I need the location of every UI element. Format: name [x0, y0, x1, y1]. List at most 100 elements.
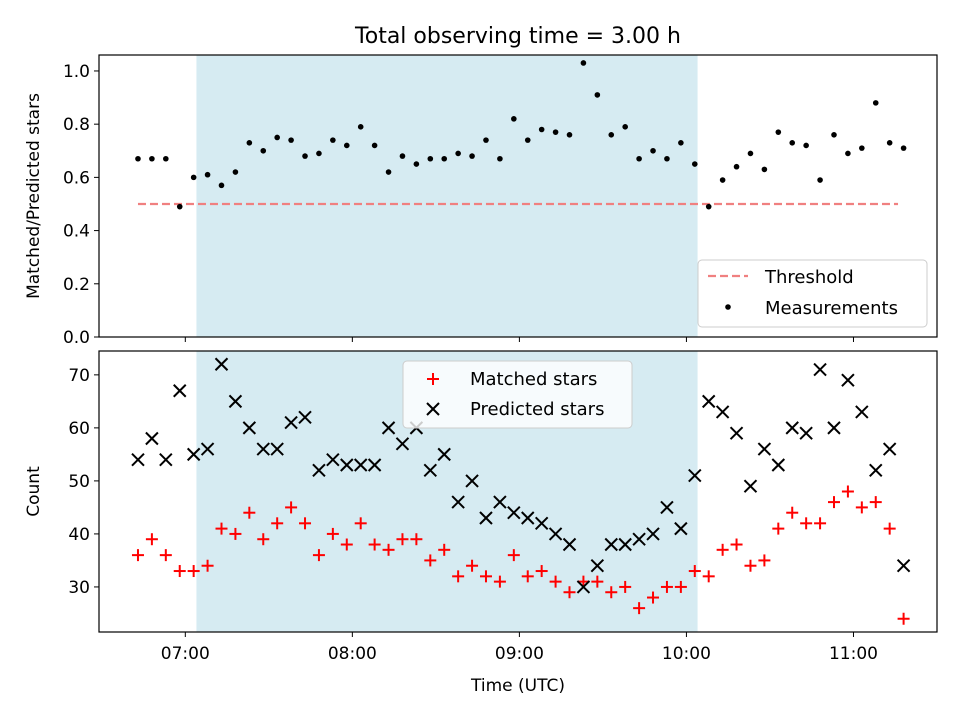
predicted-star-point-b	[159, 452, 173, 467]
x-tick-label: 11:00	[829, 644, 878, 664]
predicted-star-point	[534, 516, 549, 531]
predicted-star-point	[841, 373, 855, 387]
ratio-y-tick-label: 0.2	[63, 275, 90, 295]
legend-predicted-x-b	[426, 402, 440, 416]
matched-star-point	[285, 501, 298, 514]
matched-star-point	[730, 538, 743, 551]
predicted-star-point	[785, 421, 799, 435]
matched-star-point	[521, 570, 534, 583]
matched-star-point	[827, 496, 840, 509]
predicted-star-point	[340, 458, 354, 472]
measurement-point	[163, 155, 169, 162]
predicted-star-point-b	[869, 463, 883, 477]
predicted-star-point-b	[256, 442, 270, 456]
matched-star-point	[243, 506, 256, 519]
predicted-star-point	[618, 537, 632, 552]
counts-y-tick-label: 60	[68, 419, 90, 439]
predicted-star-point	[604, 537, 618, 552]
measurement-point	[330, 137, 336, 143]
matched-star-point	[702, 570, 715, 583]
matched-star-point	[299, 517, 312, 530]
predicted-star-point-b	[562, 537, 577, 552]
measurement-point	[343, 142, 350, 149]
ratio-highlight-span	[196, 55, 698, 337]
predicted-star-point-b	[270, 442, 284, 456]
matched-star-point	[563, 586, 576, 599]
predicted-star-point	[702, 394, 716, 409]
matched-star-point	[201, 559, 214, 572]
measurement-point	[650, 147, 656, 154]
predicted-star-point	[729, 426, 744, 440]
measurement-point	[845, 150, 851, 157]
matched-star-point	[869, 496, 882, 509]
legend-measurements-swatch	[725, 304, 731, 310]
matched-star-point	[466, 559, 479, 572]
predicted-star-point-b	[534, 516, 549, 531]
matched-star-point	[814, 517, 827, 530]
predicted-star-point-b	[381, 421, 396, 435]
matched-star-point	[786, 506, 799, 519]
x-tick-label: 10:00	[662, 644, 711, 664]
predicted-star-point	[228, 394, 243, 409]
predicted-star-point-b	[576, 580, 591, 594]
ratio-y-tick-label: 0.0	[63, 328, 90, 348]
predicted-star-point	[381, 421, 396, 435]
counts-y-tick-label: 30	[68, 578, 90, 598]
predicted-star-point-b	[326, 452, 340, 467]
predicted-star-point	[855, 405, 869, 419]
predicted-star-point	[367, 458, 382, 472]
counts-legend: Matched stars Predicted stars	[402, 360, 633, 429]
counts-y-tick-label: 50	[68, 472, 90, 492]
predicted-star-point	[465, 474, 479, 488]
predicted-star-point	[674, 521, 688, 536]
predicted-star-point	[200, 442, 215, 456]
predicted-star-point	[353, 458, 368, 472]
matched-star-point	[438, 543, 451, 556]
measurement-point	[469, 153, 475, 159]
legend-predicted-label: Predicted stars	[470, 399, 604, 420]
matched-star-point	[647, 591, 660, 604]
measurement-point	[664, 155, 670, 162]
matched-star-point	[855, 501, 868, 514]
measurement-point	[149, 155, 155, 162]
predicted-star-point-b	[757, 442, 772, 456]
measurement-point	[859, 145, 865, 151]
predicted-star-point	[771, 458, 786, 472]
predicted-star-point-b	[451, 495, 465, 509]
predicted-star-point-b	[674, 521, 688, 536]
predicted-star-point	[451, 495, 465, 509]
matched-star-point	[841, 485, 854, 498]
measurement-point	[636, 155, 642, 162]
predicted-star-point-b	[841, 373, 855, 387]
x-tick-label: 08:00	[328, 644, 377, 664]
measurement-point	[872, 100, 879, 106]
measurement-point	[566, 132, 573, 138]
predicted-star-point-b	[771, 458, 786, 472]
ratio-y-axis-label: Matched/Predicted stars	[24, 93, 44, 299]
matched-star-point	[674, 580, 687, 593]
matched-star-point	[605, 586, 618, 599]
predicted-star-point	[576, 580, 591, 594]
predicted-star-point-b	[284, 415, 298, 430]
measurement-point	[552, 129, 559, 135]
measurement-point	[357, 124, 364, 130]
predicted-star-point-b	[548, 527, 563, 541]
measurement-point	[302, 153, 308, 159]
measurement-point	[204, 171, 211, 178]
predicted-star-point-b	[423, 463, 438, 477]
predicted-star-point-b	[173, 384, 187, 398]
predicted-star-point	[326, 452, 340, 467]
ratio-y-tick-label: 0.4	[63, 222, 90, 242]
measurement-point	[455, 150, 461, 157]
measurement-point	[900, 145, 907, 151]
matched-star-point	[396, 533, 409, 546]
measurement-point	[218, 182, 225, 189]
measurement-point	[511, 116, 517, 122]
predicted-star-point-b	[145, 431, 159, 446]
matched-star-point	[883, 522, 896, 535]
predicted-star-point-b	[785, 421, 799, 435]
matched-star-point	[493, 575, 506, 588]
predicted-star-point	[479, 511, 493, 525]
measurement-point	[316, 150, 322, 157]
predicted-star-point	[813, 362, 827, 377]
